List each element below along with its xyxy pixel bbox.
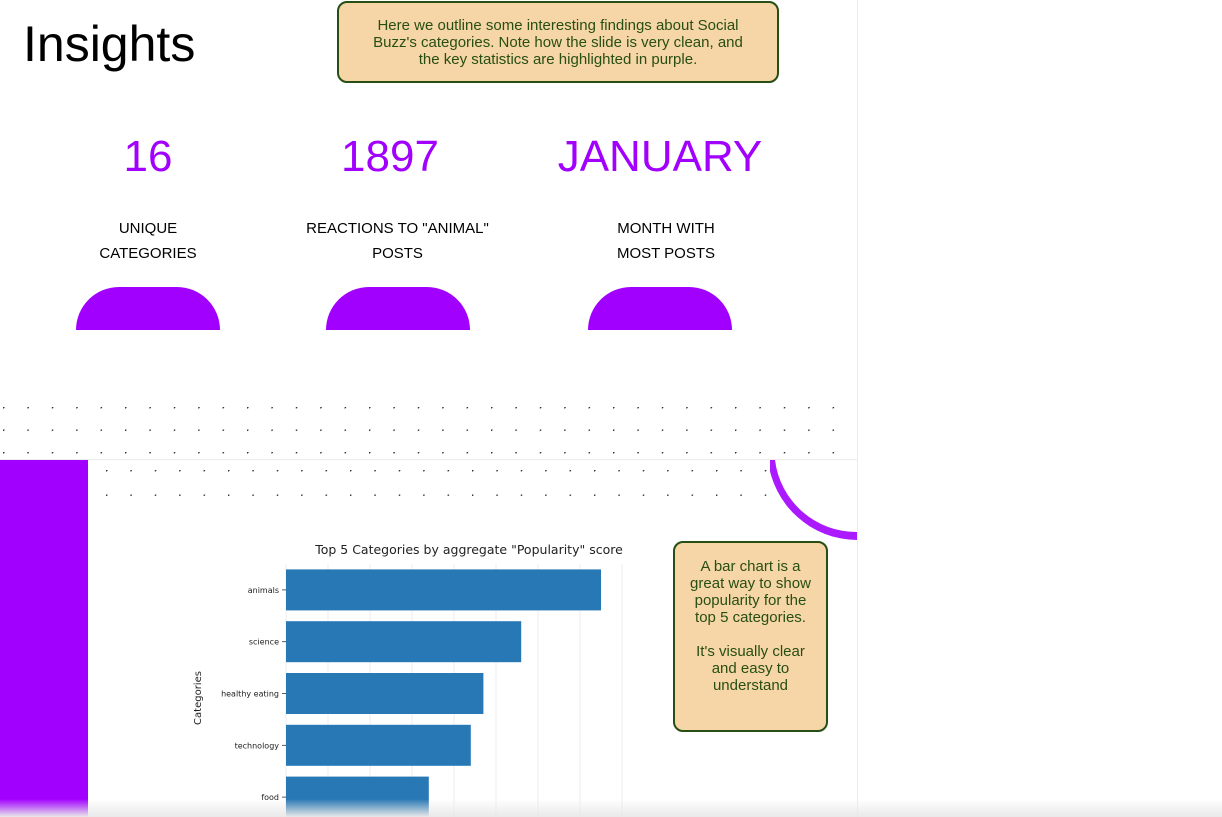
stat-label-animal-reactions: REACTIONS TO "ANIMAL" POSTS [306, 220, 489, 262]
chart-bar-technology [286, 724, 471, 766]
slide-title: Insights [23, 16, 196, 72]
stat-value-animal-reactions: 1897 [341, 132, 439, 181]
semicircle-decoration [588, 287, 732, 330]
speaker-note-top: Here we outline some interesting finding… [337, 1, 779, 83]
chart-bar-animals [286, 569, 601, 611]
canvas-edge [857, 0, 858, 817]
chart-bar-healthy-eating [286, 673, 484, 714]
popularity-bar-chart: Top 5 Categories by aggregate "Popularit… [193, 542, 623, 817]
semicircle-decoration [76, 287, 220, 330]
bottom-scroll-shadow [0, 799, 1222, 817]
stat-value-month: JANUARY [557, 132, 763, 181]
speaker-note-chart: A bar chart is a great way to show popul… [673, 541, 828, 732]
chart-slide: A bar chart is a great way to show popul… [0, 460, 857, 817]
stat-label-month: MONTH WITH MOST POSTS [616, 220, 716, 262]
insights-slide: Insights Here we outline some interestin… [0, 0, 857, 460]
chart-tick-label: food [261, 793, 279, 802]
chart-y-axis-label: Categories [193, 671, 204, 725]
slide-divider [0, 459, 857, 460]
chart-tick-label: healthy eating [221, 690, 279, 699]
corner-arc-decoration [770, 460, 857, 540]
dot-pattern-decoration [0, 395, 840, 460]
chart-tick-label: animals [248, 586, 279, 595]
chart-tick-label: science [249, 638, 279, 647]
chart-title: Top 5 Categories by aggregate "Popularit… [314, 542, 623, 557]
stat-label-categories: UNIQUE CATEGORIES [99, 220, 197, 262]
dot-pattern-decoration [95, 460, 785, 505]
chart-tick-label: technology [235, 741, 280, 750]
purple-side-bar [0, 460, 88, 817]
semicircle-decoration [326, 287, 470, 330]
stat-value-categories: 16 [123, 132, 173, 181]
chart-bar-science [286, 621, 522, 663]
